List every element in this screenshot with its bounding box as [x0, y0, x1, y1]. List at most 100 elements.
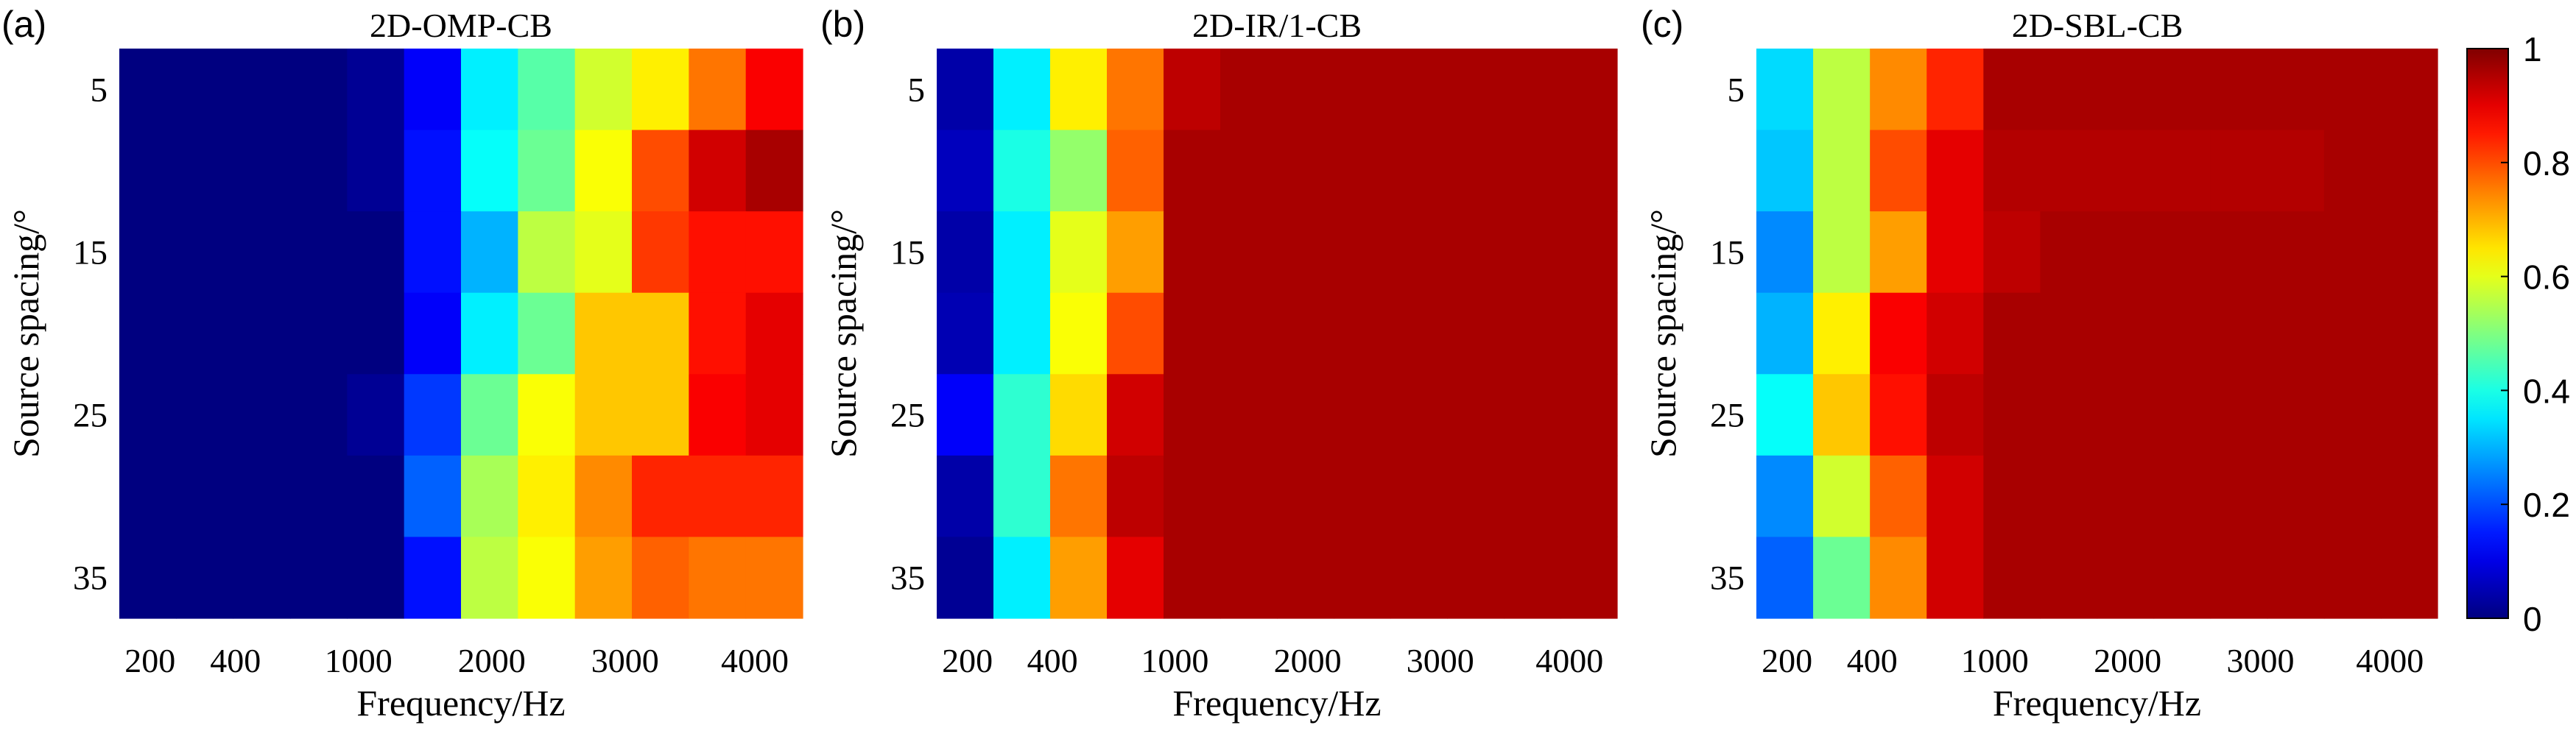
x-tick-label: 200	[1762, 642, 1812, 679]
heatmap-cell	[1560, 211, 1618, 294]
heatmap-cell	[937, 374, 994, 456]
heatmap-cell	[1504, 455, 1561, 538]
heatmap-cell	[1447, 292, 1505, 375]
heatmap-cell	[176, 211, 234, 294]
heatmap-cell	[119, 292, 177, 375]
heatmap-cell	[689, 130, 747, 212]
heatmap-cell	[1277, 455, 1334, 538]
heatmap-cell	[2210, 130, 2268, 212]
heatmap-cell	[2267, 455, 2325, 538]
heatmap-cell	[1164, 130, 1221, 212]
heatmap-cell	[347, 537, 405, 619]
heatmap-cell	[119, 130, 177, 212]
heatmap-cell	[119, 49, 177, 131]
heatmap-cell	[574, 130, 633, 212]
heatmap-cell	[2323, 537, 2382, 619]
panel-letter: (b)	[820, 4, 865, 45]
heatmap-cell	[1560, 130, 1618, 212]
heatmap-cell	[1334, 211, 1391, 294]
heatmap-cell	[1107, 455, 1164, 538]
y-tick-label: 25	[1710, 397, 1745, 435]
heatmap-cell	[1334, 455, 1391, 538]
heatmap-cell	[1447, 49, 1505, 131]
heatmap-cell	[2380, 455, 2438, 538]
heatmap-cell	[233, 292, 291, 375]
heatmap-cell	[233, 537, 291, 619]
heatmap-cell	[1050, 292, 1108, 375]
heatmap-cell	[404, 292, 462, 375]
heatmap-cell	[2323, 211, 2382, 294]
y-tick-label: 15	[890, 233, 925, 272]
heatmap-cell	[2097, 374, 2155, 456]
heatmap-cell	[290, 49, 348, 131]
heatmap-cell	[1560, 455, 1618, 538]
heatmap-cell	[461, 292, 518, 375]
heatmap-cell	[347, 455, 405, 538]
heatmap-cell	[1983, 130, 2041, 212]
heatmap-cell	[404, 537, 462, 619]
heatmap-cell	[1390, 211, 1448, 294]
heatmap-cell	[1756, 292, 1814, 375]
heatmap-cell	[1813, 130, 1871, 212]
heatmap-cell	[2153, 49, 2211, 131]
heatmap-cell	[1447, 211, 1505, 294]
heatmap-cell	[233, 211, 291, 294]
heatmap-cell	[176, 130, 234, 212]
heatmap-cell	[461, 537, 518, 619]
heatmap-cell	[745, 49, 803, 131]
colorbar-tick-label: 0.6	[2523, 258, 2570, 297]
heatmap-cell	[1560, 374, 1618, 456]
heatmap-cell	[1107, 130, 1164, 212]
heatmap-cell	[1220, 130, 1278, 212]
heatmap-cell	[632, 130, 689, 212]
x-tick-label: 400	[1847, 642, 1898, 679]
heatmap-cell	[290, 130, 348, 212]
heatmap-cell	[1390, 130, 1448, 212]
heatmap-cell	[1926, 130, 1984, 212]
panel-title: 2D-IR/1-CB	[1192, 7, 1362, 44]
panel-title: 2D-SBL-CB	[2012, 7, 2183, 44]
heatmap-cell	[937, 455, 994, 538]
panel-0: (a) 2D-OMP-CB 5 15 25 35 Source spacing/° 200 40…	[1, 4, 803, 724]
heatmap-cell	[1813, 537, 1871, 619]
heatmap-cell	[2267, 292, 2325, 375]
heatmap-cell	[1813, 292, 1871, 375]
heatmap-cell	[1334, 130, 1391, 212]
heatmap-cell	[1504, 292, 1561, 375]
heatmap-cell	[1756, 537, 1814, 619]
heatmap-cell	[2097, 537, 2155, 619]
heatmap-cell	[1220, 455, 1278, 538]
heatmap-cell	[1390, 537, 1448, 619]
heatmap-cell	[1504, 374, 1561, 456]
heatmap-cell	[1334, 292, 1391, 375]
heatmap-cell	[745, 292, 803, 375]
heatmap-cell	[1926, 374, 1984, 456]
heatmap-cell	[1870, 455, 1927, 538]
heatmap-cell	[2210, 537, 2268, 619]
y-tick-label: 15	[73, 233, 108, 272]
x-tick-label: 400	[210, 642, 261, 679]
heatmap-cell	[347, 130, 405, 212]
heatmap-cell	[1560, 49, 1618, 131]
heatmap-cell	[1870, 211, 1927, 294]
heatmap-cell	[689, 455, 747, 538]
heatmap-cell	[993, 211, 1051, 294]
heatmap-cell	[1870, 292, 1927, 375]
heatmap-cell	[993, 455, 1051, 538]
heatmap-cell	[119, 374, 177, 456]
heatmap-cell	[2210, 374, 2268, 456]
heatmap-cell	[290, 292, 348, 375]
heatmap-cell	[1107, 292, 1164, 375]
y-tick-label: 35	[1710, 559, 1745, 598]
heatmap-cell	[1277, 537, 1334, 619]
heatmap-cell	[1164, 455, 1221, 538]
heatmap-cell	[176, 537, 234, 619]
heatmap-cell	[518, 374, 576, 456]
colorbar: 0 0.2 0.4 0.6 0.8 1	[2466, 30, 2570, 638]
heatmap-cell	[745, 455, 803, 538]
heatmap-cell	[2153, 537, 2211, 619]
heatmap-cell	[2040, 537, 2098, 619]
heatmap-cell	[1107, 374, 1164, 456]
heatmap-cell	[745, 374, 803, 456]
heatmap-cell	[1164, 292, 1221, 375]
